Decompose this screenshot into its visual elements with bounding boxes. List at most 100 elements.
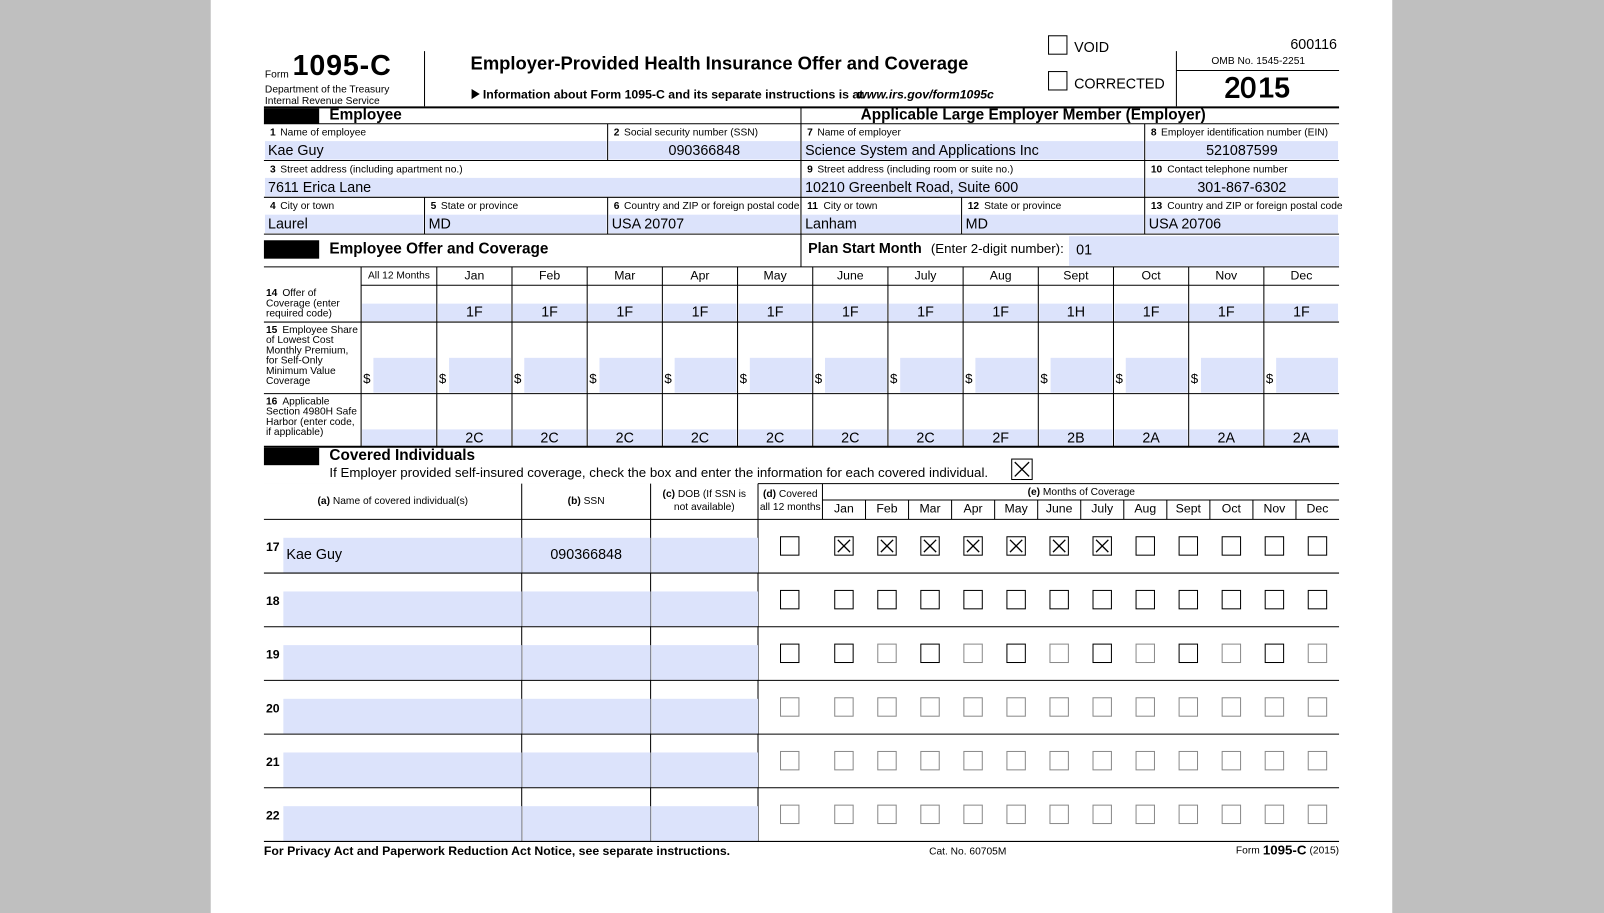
line-label: Coverage: [266, 376, 311, 387]
month-header: June: [1046, 501, 1073, 515]
field-value: USA 20707: [612, 217, 684, 233]
field-background: [1264, 303, 1339, 322]
currency-symbol: $: [965, 371, 973, 386]
month-checkbox: [920, 750, 940, 771]
month-checkbox-mark: [1095, 539, 1109, 553]
field-value: Lanham: [805, 217, 857, 233]
field-background: [749, 357, 812, 393]
footer-form-label: Form: [1236, 845, 1260, 856]
month-checkbox: [1049, 804, 1069, 825]
month-header: Feb: [539, 268, 560, 282]
month-checkbox: [1307, 643, 1328, 664]
field-background: [437, 429, 511, 447]
field-background: [813, 429, 887, 447]
form-code: 600116: [1290, 37, 1337, 53]
month-checkbox: [1221, 697, 1242, 717]
part-tag: [263, 240, 320, 259]
month-code: 1F: [917, 305, 934, 321]
info-line: Information about Form 1095-C and its se…: [483, 87, 863, 101]
column-header: (b) SSN: [568, 496, 605, 507]
month-checkbox: [920, 697, 940, 717]
month-header: Aug: [1134, 501, 1156, 515]
month-checkbox: [920, 804, 940, 825]
column-header: (a) Name of covered individual(s): [318, 496, 469, 507]
line-label: Monthly Premium,: [266, 345, 348, 356]
field-background: [651, 591, 759, 627]
part-tag: [263, 108, 320, 124]
all12-checkbox: [780, 697, 800, 717]
field-value: 521087599: [1206, 143, 1278, 159]
form-label: Form: [265, 69, 289, 80]
field-background: [449, 357, 511, 393]
footer-form-number: 1095-C: [1263, 842, 1307, 857]
month-header: July: [915, 268, 938, 282]
month-code: 1F: [466, 305, 483, 321]
field-background: [651, 806, 759, 841]
row-number: 21: [266, 755, 280, 769]
line-label: Minimum Value: [266, 366, 336, 377]
field-value: 090366848: [669, 143, 741, 159]
field-background: [651, 645, 759, 680]
field-label: Contact telephone number: [1167, 164, 1288, 175]
field-background: [522, 698, 651, 734]
month-code: 1F: [616, 305, 633, 321]
part-tag: [263, 447, 320, 466]
field-number: 8: [1151, 128, 1157, 139]
month-header: Apr: [964, 501, 983, 515]
column-header: All 12 Months: [368, 271, 430, 282]
column-label: all 12 months: [760, 502, 821, 513]
field-background: [522, 537, 651, 573]
months-header: (e) Months of Coverage: [1028, 486, 1136, 497]
month-checkbox: [963, 804, 983, 825]
month-checkbox: [1178, 536, 1199, 556]
month-checkbox: [1178, 589, 1199, 610]
field-background: [651, 537, 759, 573]
field-label: Country and ZIP or foreign postal code: [1167, 201, 1343, 212]
month-checkbox: [1049, 643, 1069, 664]
month-checkbox: [1006, 697, 1026, 717]
info-url: www.irs.gov/form1095c: [857, 87, 994, 101]
field-number: 9: [807, 164, 813, 175]
field-value: MD: [429, 217, 451, 233]
part-tag-label: Part II: [272, 241, 312, 257]
line-label: Employee Share: [282, 325, 358, 336]
month-code: 1H: [1067, 305, 1085, 321]
month-checkbox: [920, 589, 940, 610]
month-code: 1F: [842, 305, 859, 321]
month-code: 2B: [1067, 430, 1085, 446]
row-number: 22: [266, 809, 280, 823]
field-background: [1039, 303, 1113, 322]
month-checkbox: [1264, 589, 1285, 610]
month-code: 2C: [916, 430, 934, 446]
month-checkbox: [1092, 589, 1112, 610]
month-checkbox: [1178, 750, 1199, 771]
field-background: [513, 303, 587, 322]
currency-symbol: $: [1116, 371, 1124, 386]
month-checkbox: [1135, 536, 1155, 556]
month-code: 1F: [1218, 305, 1235, 321]
month-checkbox: [877, 804, 897, 825]
currency-symbol: $: [589, 371, 597, 386]
column-letter: (e): [1028, 486, 1041, 497]
field-background: [522, 591, 651, 627]
month-header: Sept: [1063, 268, 1089, 282]
form-number: 1095-C: [293, 50, 391, 82]
month-checkbox: [1307, 589, 1328, 610]
month-header: Apr: [690, 268, 709, 282]
field-label: Street address (including room or suite …: [817, 164, 1013, 175]
line-label: of Lowest Cost: [266, 335, 334, 346]
month-checkbox: [1221, 750, 1242, 771]
month-header: June: [837, 268, 864, 282]
field-label: Street address (including apartment no.): [280, 164, 462, 175]
field-background: [663, 303, 737, 322]
field-background: [1114, 429, 1188, 447]
field-background: [888, 429, 963, 447]
month-checkbox: [1307, 804, 1328, 825]
field-background: [425, 214, 607, 234]
catalog-number: Cat. No. 60705M: [929, 846, 1006, 857]
month-checkbox: [1006, 643, 1026, 664]
field-number: 5: [431, 201, 437, 212]
corrected-label: CORRECTED: [1074, 77, 1165, 93]
month-checkbox: [1178, 697, 1199, 717]
